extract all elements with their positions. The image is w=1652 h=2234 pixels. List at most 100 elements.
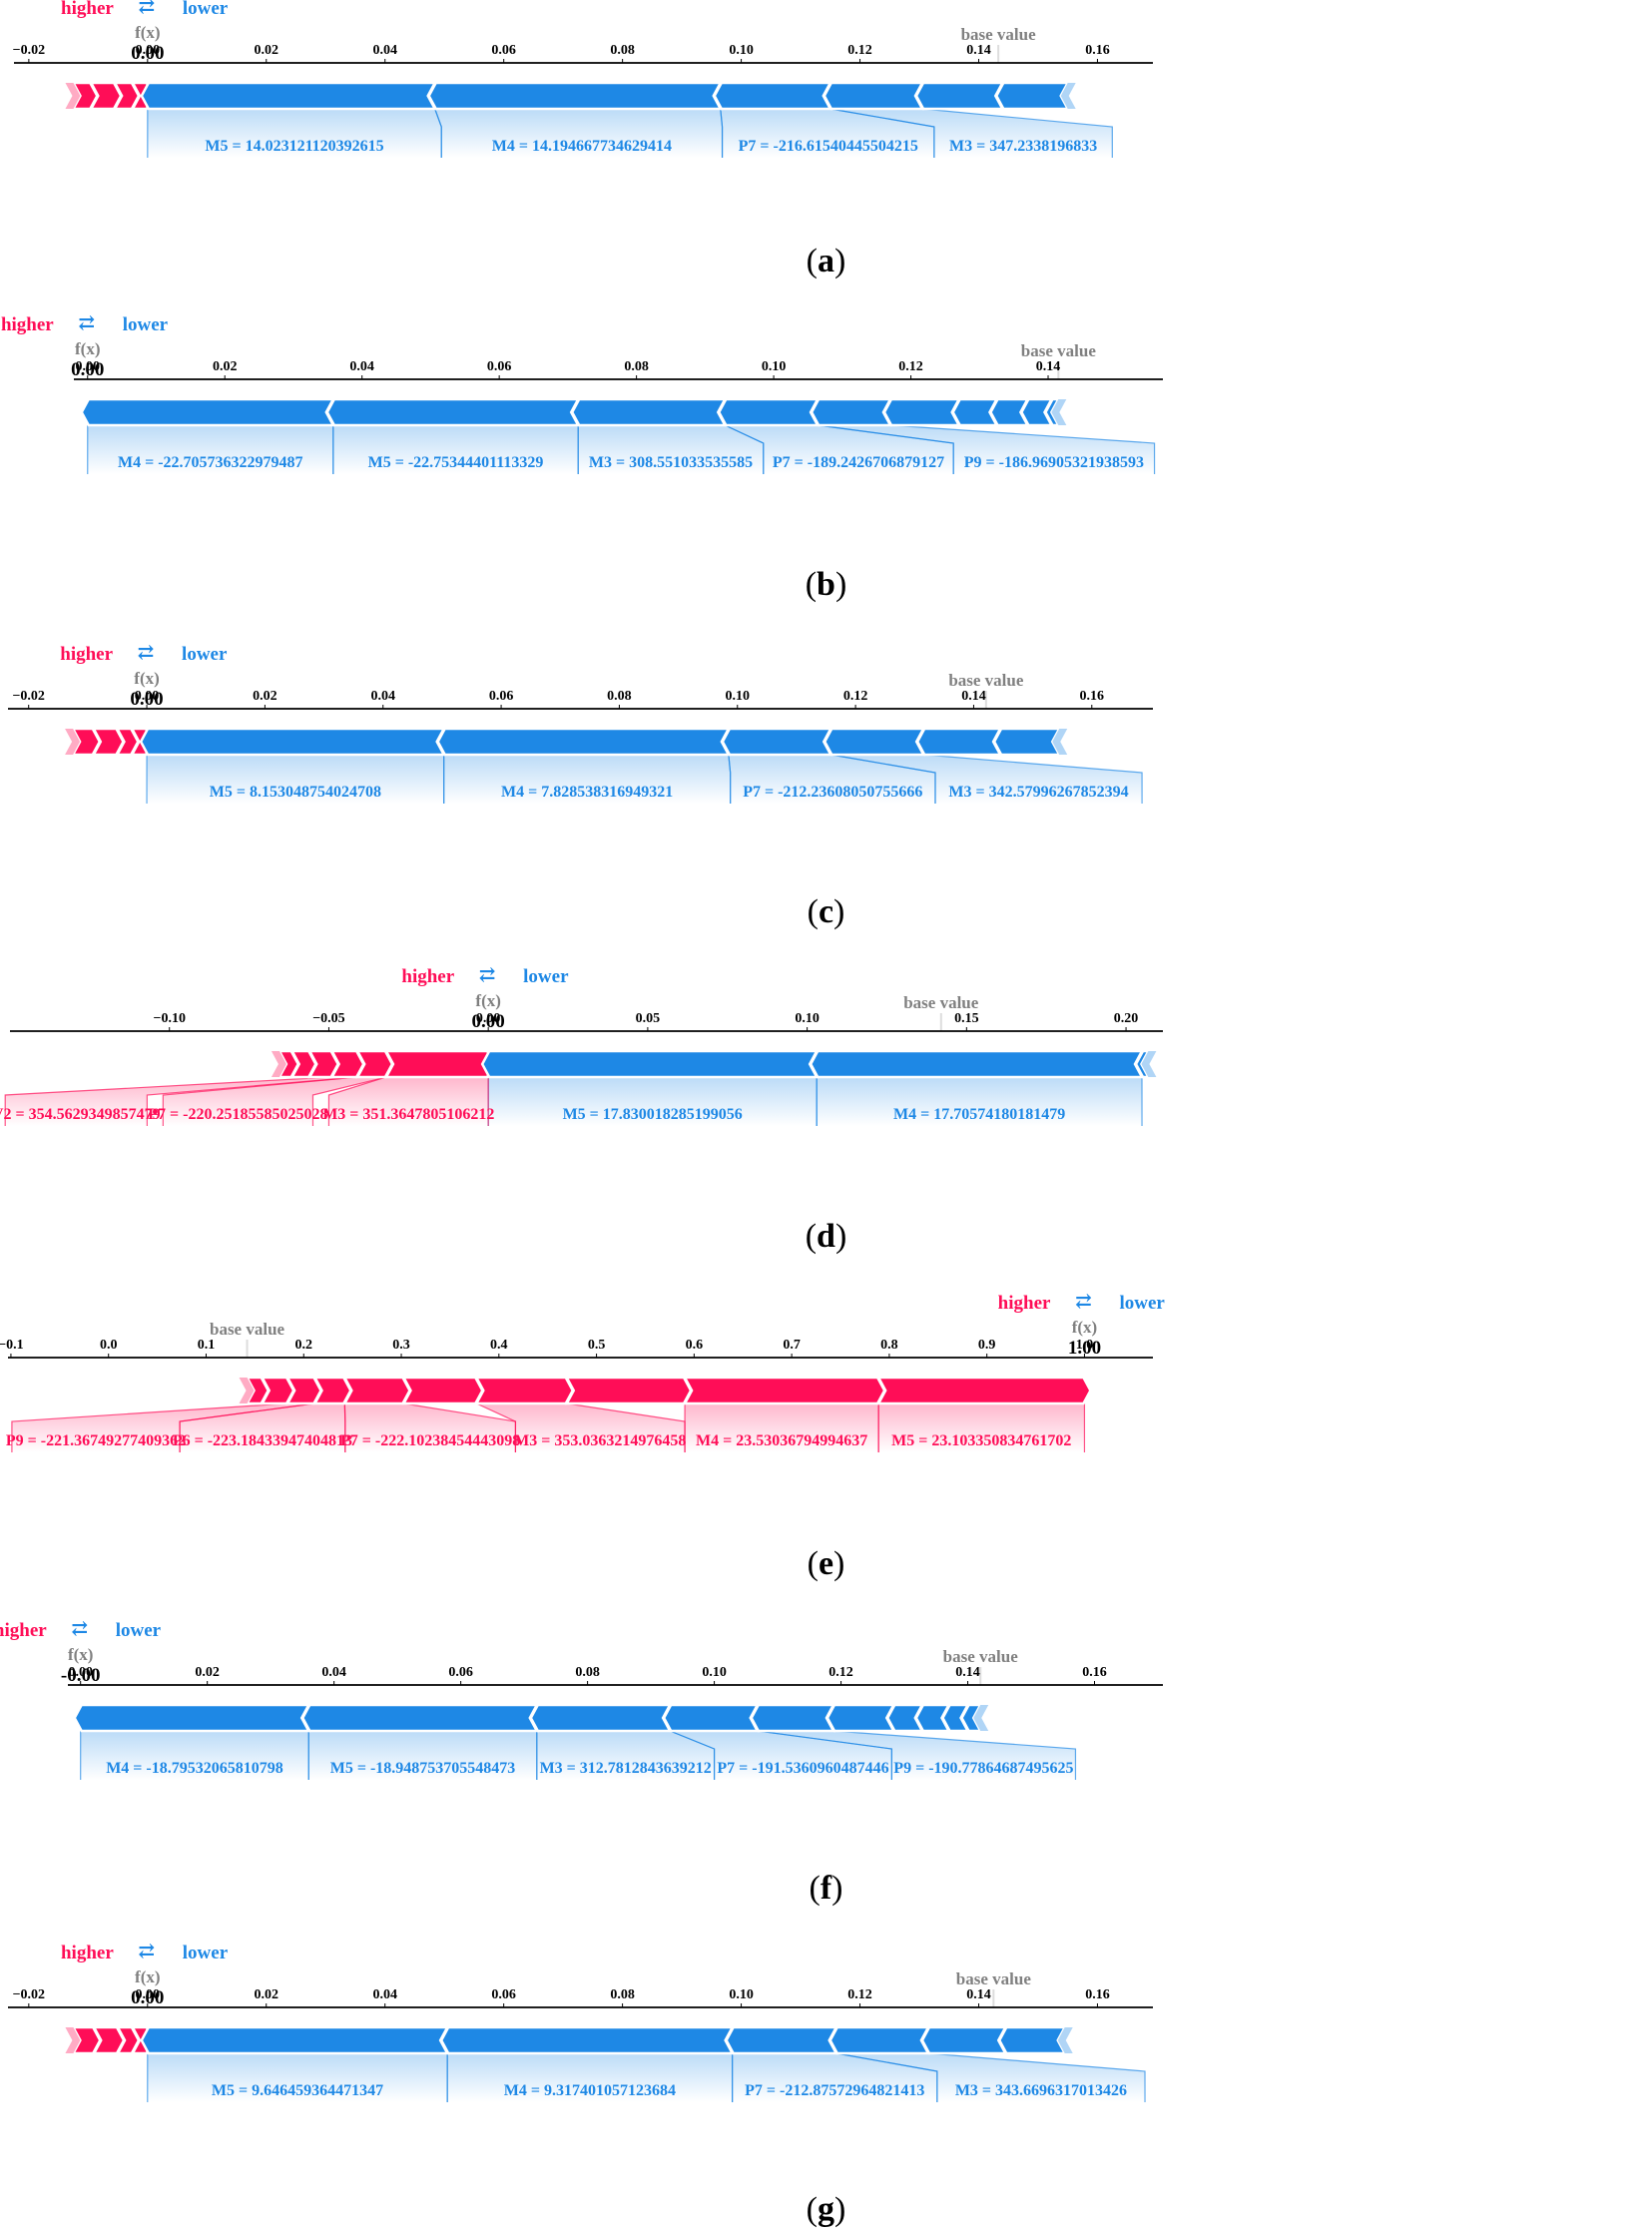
feature-label-lower-gradient xyxy=(732,2053,937,2102)
x-tick-label: 0.14 xyxy=(961,689,986,704)
x-tick-label: 0.02 xyxy=(255,43,279,58)
x-tick-label: 0.9 xyxy=(978,1338,996,1353)
lower-bar-segment xyxy=(300,1703,539,1733)
x-tick-label: 0.06 xyxy=(487,359,512,374)
legend-higher-label: higher xyxy=(1,314,54,335)
feature-label-higher-gradient xyxy=(344,1403,516,1452)
lower-bar-segment xyxy=(914,81,1005,111)
lower-bar-segment xyxy=(823,727,926,757)
legend-arrows-icon: ⇄ xyxy=(138,0,155,18)
x-tick-label: 0.12 xyxy=(828,1665,853,1680)
fx-label: f(x) xyxy=(1072,1318,1097,1337)
x-tick-label: 0.06 xyxy=(489,689,514,704)
x-tick-label: 0.10 xyxy=(729,1987,754,2002)
x-tick-label: −0.1 xyxy=(0,1338,24,1353)
lower-bar-segment xyxy=(809,1049,1145,1079)
x-tick-label: 0.00 xyxy=(75,359,100,374)
x-tick-label: 0.16 xyxy=(1085,1987,1110,2002)
feature-label-lower: M3 = 343.6696317013426 xyxy=(955,2082,1127,2099)
feature-label-lower: P7 = -191.5360960487446 xyxy=(717,1760,888,1777)
feature-label-higher: M3 = 351.3647805106212 xyxy=(322,1106,494,1123)
feature-label-lower-gradient xyxy=(87,425,333,474)
caption-letter: a xyxy=(818,243,834,279)
caption-letter: f xyxy=(820,1870,832,1907)
feature-label-lower-gradient xyxy=(147,109,442,158)
feature-label-lower: M5 = 9.646459364471347 xyxy=(212,2082,383,2099)
higher-bar-segment xyxy=(876,1376,1092,1405)
lower-bar-segment xyxy=(828,2025,931,2055)
base-value-label: base value xyxy=(210,1320,285,1339)
x-tick-label: 0.04 xyxy=(349,359,374,374)
lower-bar-segment xyxy=(140,81,437,111)
x-tick-label: 0.14 xyxy=(966,43,991,58)
fx-label: f(x) xyxy=(135,23,160,42)
x-tick-label: 0.15 xyxy=(954,1011,979,1026)
feature-label-higher-gradient xyxy=(5,1077,358,1126)
feature-label-lower-gradient xyxy=(147,755,444,804)
feature-label-lower-leader xyxy=(829,108,935,158)
feature-label-higher: P7 = -220.25185585025028 xyxy=(148,1106,327,1123)
x-tick-label: 0.14 xyxy=(966,1987,991,2002)
caption-letter: g xyxy=(818,2191,834,2228)
feature-label-lower: P7 = -212.23608050755666 xyxy=(743,784,922,801)
feature-label-lower-leader xyxy=(927,2052,1146,2102)
base-value-label: base value xyxy=(943,1647,1019,1666)
feature-label-lower-leader xyxy=(921,108,1113,158)
x-tick-label: 0.10 xyxy=(729,43,754,58)
caption-letter: b xyxy=(817,566,835,603)
x-tick-label: 0.08 xyxy=(610,1987,635,2002)
x-tick-label: −0.02 xyxy=(12,689,44,704)
feature-label-higher: P7 = -222.10238454443098 xyxy=(340,1432,520,1449)
feature-label-lower-leader xyxy=(830,754,936,804)
x-tick-label: 0.8 xyxy=(880,1338,898,1353)
x-tick-label: 0.08 xyxy=(624,359,649,374)
feature-label-lower-leader xyxy=(720,108,724,158)
feature-label-lower: P7 = -212.87572964821413 xyxy=(745,2082,924,2099)
lower-bar-tip xyxy=(1052,729,1068,755)
feature-label-lower-leader xyxy=(923,754,1143,804)
x-tick-label: 0.02 xyxy=(213,359,238,374)
higher-bar-segment xyxy=(564,1376,693,1405)
lower-bar-segment xyxy=(721,727,833,757)
feature-label-lower-gradient xyxy=(817,1077,1143,1126)
feature-label-lower-gradient xyxy=(536,1731,715,1780)
lower-bar-segment xyxy=(1044,397,1061,427)
x-tick-label: 0.2 xyxy=(295,1338,313,1353)
lower-bar-segment xyxy=(997,2025,1067,2055)
caption-a: (a) xyxy=(806,243,846,279)
legend-arrows-icon: ⇄ xyxy=(71,1618,88,1640)
base-value-label: base value xyxy=(948,671,1024,690)
lower-bar-segment xyxy=(436,727,731,757)
higher-bar-tip xyxy=(271,1051,286,1077)
x-tick-label: 0.00 xyxy=(476,1011,501,1026)
legend-lower-label: lower xyxy=(182,644,228,665)
x-tick-label: 0.12 xyxy=(843,689,868,704)
force-plot-d: higher ⇄ lower f(x)0.00 base value −0.10 −0.05… xyxy=(0,964,1163,1126)
force-plot-e: higher ⇄ lower f(x)1.00 base value −0.1 0.0 0.1… xyxy=(0,1291,1165,1452)
feature-label-lower-leader xyxy=(728,754,732,804)
feature-label-higher-gradient xyxy=(685,1403,879,1452)
caption-letter: d xyxy=(817,1218,835,1255)
lower-bar-segment xyxy=(662,1703,760,1733)
lower-bar-segment xyxy=(140,2025,450,2055)
lower-bar-segment xyxy=(139,727,446,757)
fx-value: 1.00 xyxy=(1068,1338,1101,1359)
feature-label-lower-gradient xyxy=(670,1731,892,1780)
legend-lower-label: lower xyxy=(123,314,169,335)
legend-arrows-icon: ⇄ xyxy=(138,1941,155,1962)
higher-bar-tip xyxy=(239,1378,255,1403)
x-tick-label: 0.3 xyxy=(392,1338,410,1353)
feature-label-higher-leader xyxy=(162,1076,358,1126)
lower-bar-tip xyxy=(973,1705,989,1731)
feature-label-lower: M4 = 14.194667734629414 xyxy=(492,138,672,155)
x-tick-label: 0.14 xyxy=(955,1665,980,1680)
x-tick-label: 0.16 xyxy=(1082,1665,1107,1680)
lower-bar-segment xyxy=(920,2025,1008,2055)
fx-label: f(x) xyxy=(68,1645,93,1664)
base-value-label: base value xyxy=(903,993,979,1012)
legend-arrows-icon: ⇄ xyxy=(1075,1291,1092,1313)
feature-label-lower: M4 = 17.70574180181479 xyxy=(893,1106,1065,1123)
lower-bar-tip xyxy=(1051,399,1067,425)
caption-g: (g) xyxy=(806,2191,846,2228)
x-tick-label: −0.02 xyxy=(13,1987,45,2002)
